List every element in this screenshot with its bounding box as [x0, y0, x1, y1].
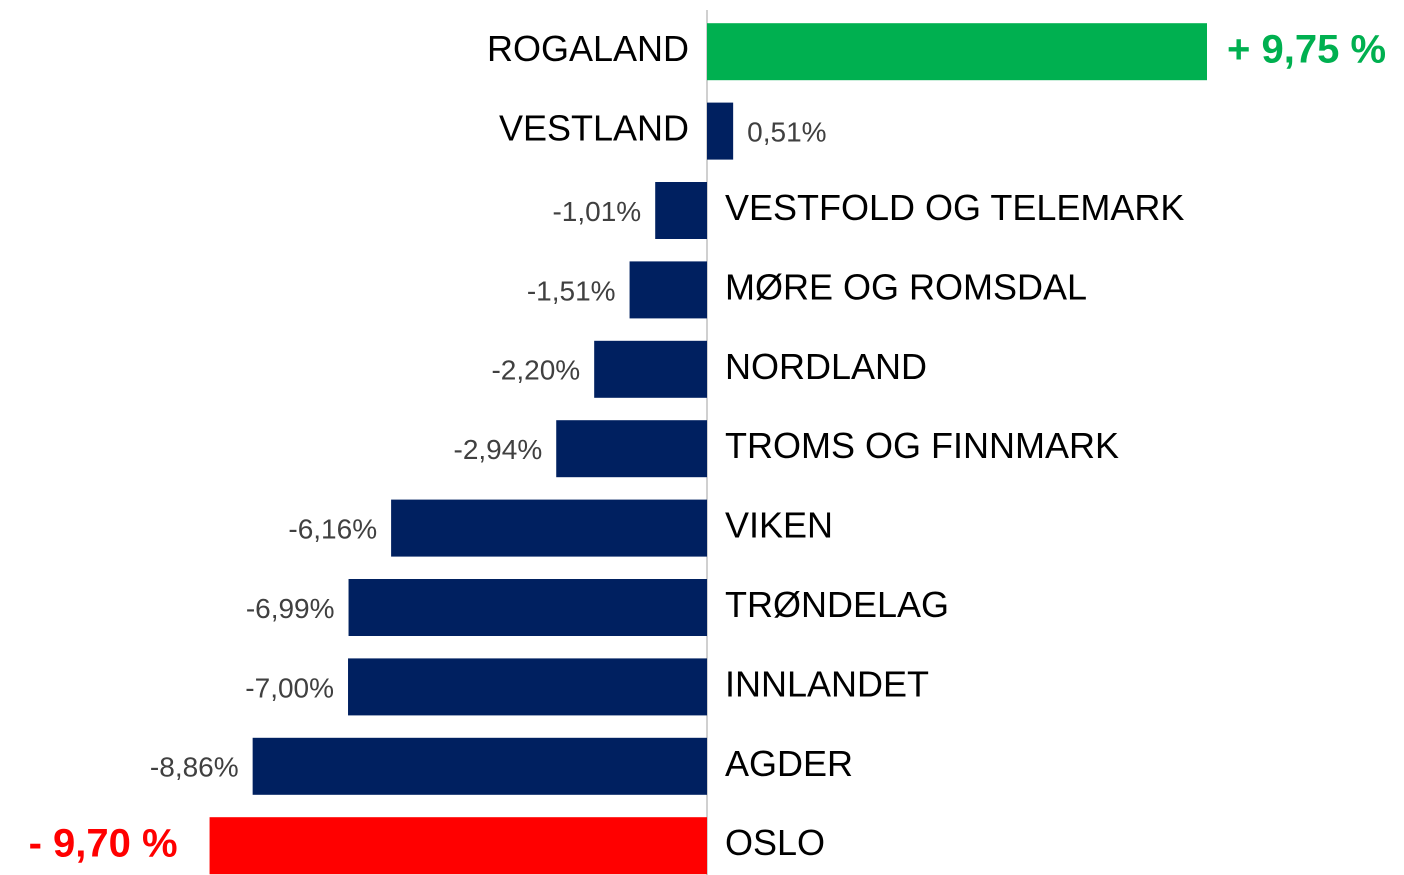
value-label: -1,51% [527, 275, 616, 306]
bar [655, 182, 707, 239]
bar [594, 340, 707, 398]
category-label: TROMS OG FINNMARK [725, 425, 1119, 466]
category-label: OSLO [725, 822, 825, 863]
bar [209, 817, 708, 875]
bar [252, 737, 707, 795]
value-label: -2,94% [454, 434, 543, 465]
value-label: -6,99% [246, 593, 335, 624]
category-label: ROGALAND [487, 28, 689, 69]
value-label: -6,16% [288, 513, 377, 544]
category-label: INNLANDET [725, 663, 929, 704]
category-label: VESTFOLD OG TELEMARK [725, 187, 1184, 228]
bar [556, 420, 707, 478]
value-label: -8,86% [150, 752, 239, 783]
bar [629, 261, 707, 319]
value-label: -2,20% [491, 355, 580, 386]
bar [707, 23, 1207, 81]
category-label: AGDER [725, 743, 853, 784]
category-label: VESTLAND [499, 108, 689, 149]
category-label: NORDLAND [725, 346, 927, 387]
value-label: -7,00% [245, 672, 334, 703]
bar [391, 499, 707, 557]
bar [348, 579, 707, 636]
category-label: MØRE OG ROMSDAL [725, 266, 1087, 307]
category-label: TRØNDELAG [725, 584, 949, 625]
value-label: + 9,75 % [1227, 27, 1386, 71]
value-label: -1,01% [552, 196, 641, 227]
category-label: VIKEN [725, 505, 833, 546]
value-label: 0,51% [747, 116, 826, 147]
bar [707, 102, 734, 160]
bar [348, 658, 707, 716]
value-label: - 9,70 % [29, 821, 178, 865]
